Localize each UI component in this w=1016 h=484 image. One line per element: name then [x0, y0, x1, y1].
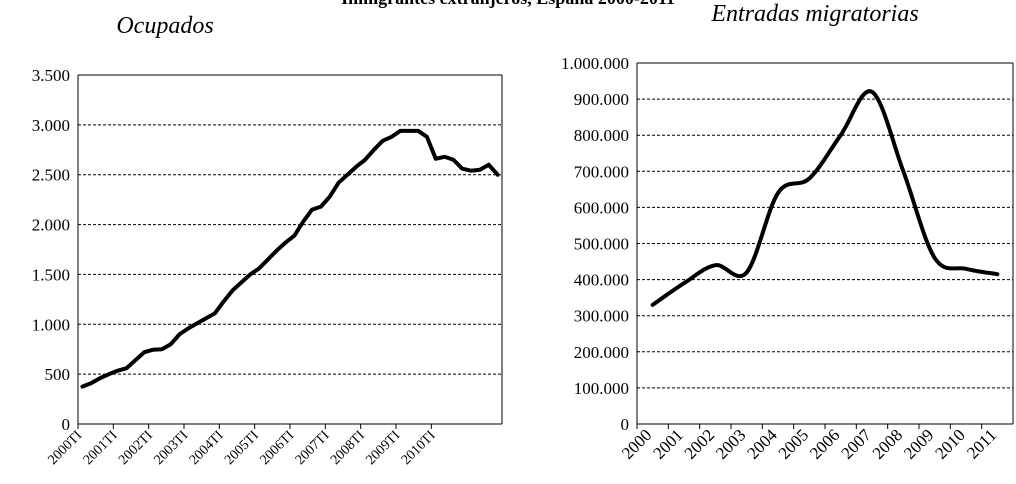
y-tick-label: 500.000	[574, 235, 629, 254]
y-tick-label: 1.000.000	[561, 54, 629, 73]
x-tick-label: 2009TI	[363, 428, 403, 468]
x-tick-label: 2009	[900, 425, 937, 462]
x-tick-label: 2005TI	[222, 428, 262, 468]
y-tick-label: 700.000	[574, 162, 629, 181]
y-tick-label: 2.500	[32, 166, 70, 185]
x-tick-label: 2010TI	[399, 428, 439, 468]
x-tick-label: 2005	[775, 425, 812, 462]
y-tick-label: 3.500	[32, 66, 70, 85]
y-tick-label: 500	[45, 365, 71, 384]
line	[650, 89, 1000, 307]
x-tick-label: 2010	[931, 425, 968, 462]
y-tick-label: 1.000	[32, 315, 70, 334]
x-tick-label: 2008	[869, 425, 906, 462]
chart-subtitle: Entradas migratorias	[710, 1, 918, 27]
y-tick-label: 100.000	[574, 379, 629, 398]
y-tick-label: 200.000	[574, 343, 629, 362]
y-tick-label: 800.000	[574, 126, 629, 145]
y-tick-label: 2.000	[32, 216, 70, 235]
line	[80, 128, 500, 389]
x-tick-label: 2001	[649, 425, 686, 462]
x-tick-label: 2006	[806, 425, 843, 462]
x-tick-label: 2006TI	[257, 428, 297, 468]
x-tick-label: 2011	[963, 425, 1000, 462]
chart-title: Inmigrantes extranjeros, España 2000-201…	[341, 0, 675, 8]
y-tick-label: 0	[62, 415, 71, 434]
chart-subtitle: Ocupados	[116, 13, 213, 39]
x-tick-label: 2004TI	[187, 428, 227, 468]
x-tick-label: 2008TI	[328, 428, 368, 468]
y-tick-label: 600.000	[574, 198, 629, 217]
y-tick-label: 1.500	[32, 265, 70, 284]
x-tick-label: 2004	[743, 425, 781, 463]
y-tick-label: 400.000	[574, 271, 629, 290]
x-tick-label: 2002TI	[116, 428, 156, 468]
x-tick-label: 2007TI	[293, 428, 333, 468]
y-tick-label: 0	[621, 415, 630, 434]
x-tick-label: 2007	[837, 425, 875, 463]
y-tick-label: 3.000	[32, 116, 70, 135]
x-tick-label: 2001TI	[81, 428, 121, 468]
y-tick-label: 300.000	[574, 307, 629, 326]
y-tick-label: 900.000	[574, 90, 629, 109]
x-tick-label: 2003TI	[151, 428, 191, 468]
x-tick-label: 2003	[712, 425, 749, 462]
x-tick-label: 2002	[681, 425, 718, 462]
